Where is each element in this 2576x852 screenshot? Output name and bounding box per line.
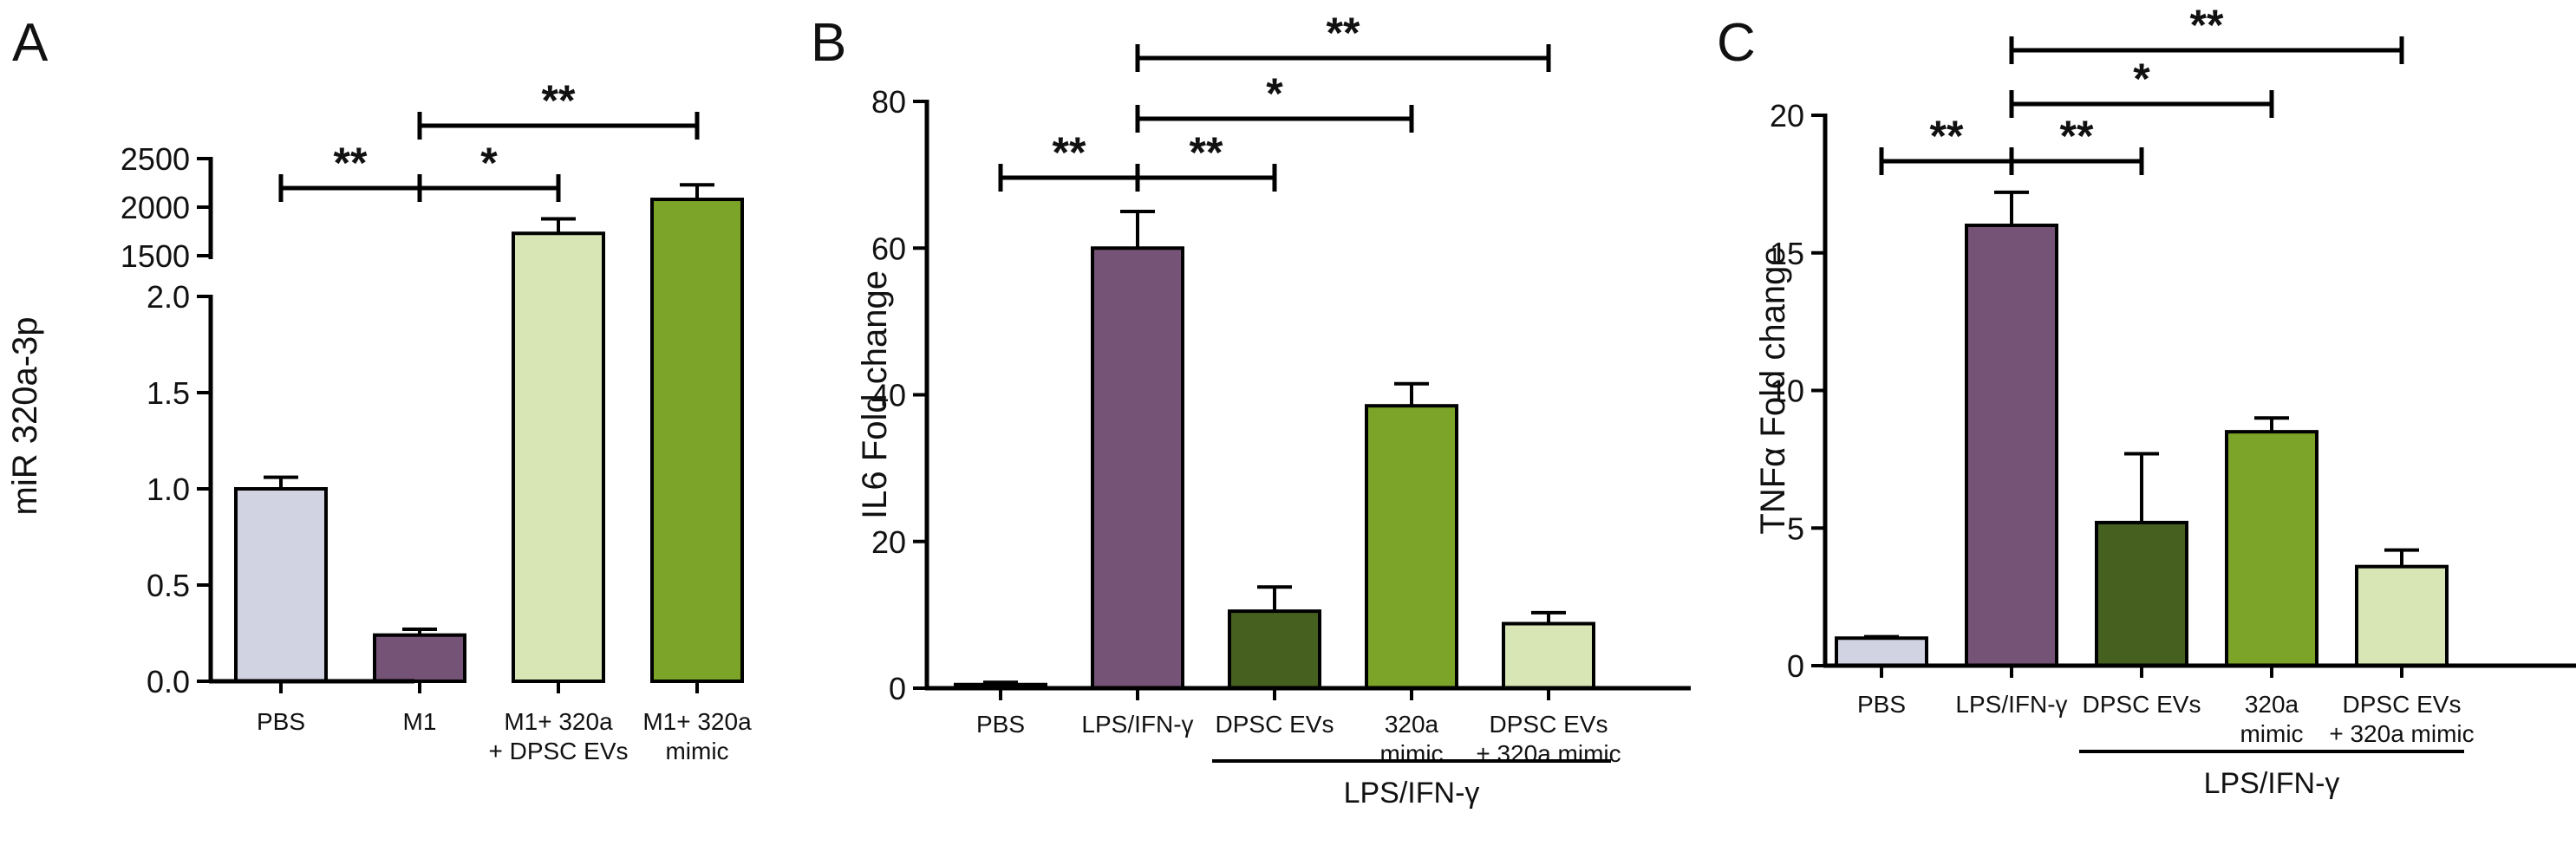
y-tick-label: 0 — [889, 671, 906, 706]
significance-label: * — [480, 139, 498, 187]
x-tick-label: LPS/IFN-γ — [1081, 711, 1193, 738]
y-tick-label: 2000 — [121, 190, 190, 225]
x-tick-label: DPSC EVs + 320a mimic — [1476, 711, 1621, 767]
x-tick-label: PBS — [976, 711, 1025, 738]
group-label: LPS/IFN-γ — [1344, 777, 1480, 810]
y-tick-label: 60 — [871, 231, 906, 266]
y-tick-label: 0 — [1787, 648, 1804, 684]
y-tick-label: 2.0 — [147, 279, 190, 315]
bar — [1502, 621, 1595, 691]
x-tick-label: PBS — [257, 708, 305, 735]
panel-a: A 0.0 0.5 1.0 1.5 2.0 1500 2000 2500 PBS M1 M1+ 320… — [6, 13, 752, 764]
bar — [2225, 430, 2318, 667]
x-tick-label: M1 — [403, 708, 437, 735]
y-axis-label: TNFα Fold change — [1754, 246, 1792, 534]
y-tick-label: 1.0 — [147, 472, 190, 507]
y-tick-label: 0.5 — [147, 568, 190, 603]
y-tick-label: 80 — [871, 84, 906, 120]
y-tick-label: 20 — [1770, 98, 1804, 133]
panel-letter: A — [12, 13, 49, 73]
panel-c: C 0 5 10 15 20 PBS LPS/IFN-γ DPSC EVs 320a mimic DP… — [1717, 1, 2576, 800]
bar — [650, 198, 744, 684]
bar — [1965, 224, 2058, 667]
panel-letter: C — [1717, 13, 1756, 73]
bar — [234, 487, 328, 683]
x-tick-label: DPSC EVs + 320a mimic — [2329, 691, 2474, 747]
x-tick-label: 320a mimic — [2240, 691, 2303, 747]
panel-letter: B — [811, 13, 846, 73]
x-tick-label: DPSC EVs — [2083, 691, 2201, 718]
significance-label: * — [1266, 69, 1283, 118]
y-tick-label: 1.5 — [147, 375, 190, 411]
bar — [373, 633, 466, 683]
bar — [1228, 609, 1321, 690]
y-tick-label: 20 — [871, 524, 906, 560]
bar — [1365, 404, 1458, 690]
bar — [2355, 564, 2449, 668]
bar — [512, 231, 605, 683]
significance-label: ** — [1327, 9, 1360, 57]
panel-b: B 0 20 40 60 80 PBS LPS/IFN-γ DPSC EVs 320a mimic D… — [811, 9, 1691, 810]
x-tick-label: PBS — [1857, 691, 1906, 718]
y-tick-label: 40 — [871, 378, 906, 413]
bar — [1091, 246, 1184, 690]
y-tick-label: 2500 — [121, 141, 190, 177]
y-tick-label: 15 — [1770, 236, 1804, 271]
significance-label: ** — [2060, 112, 2094, 160]
significance-label: ** — [1053, 128, 1086, 177]
y-tick-label: 10 — [1770, 374, 1804, 409]
x-tick-label: M1+ 320a + DPSC EVs — [488, 708, 628, 764]
significance-label: ** — [1190, 128, 1223, 177]
y-axis-label: miR 320a-3p — [6, 316, 44, 515]
x-tick-label: 320a mimic — [1379, 711, 1443, 767]
x-tick-label: M1+ 320a mimic — [642, 708, 752, 764]
bar — [1835, 636, 1928, 667]
axis-break-gap — [213, 261, 417, 292]
significance-label: * — [2133, 55, 2150, 103]
group-label: LPS/IFN-γ — [2204, 767, 2340, 800]
x-tick-label: DPSC EVs — [1216, 711, 1334, 738]
y-tick-label: 0.0 — [147, 664, 190, 699]
significance-label: ** — [2190, 1, 2224, 49]
significance-label: ** — [1930, 112, 1964, 160]
y-tick-label: 1500 — [121, 238, 190, 274]
significance-label: ** — [334, 139, 368, 187]
y-axis-label: IL6 Fold change — [856, 270, 894, 519]
significance-label: ** — [542, 76, 576, 125]
x-tick-label: LPS/IFN-γ — [1955, 691, 2067, 718]
y-tick-label: 5 — [1787, 511, 1804, 546]
bar — [2095, 520, 2188, 668]
